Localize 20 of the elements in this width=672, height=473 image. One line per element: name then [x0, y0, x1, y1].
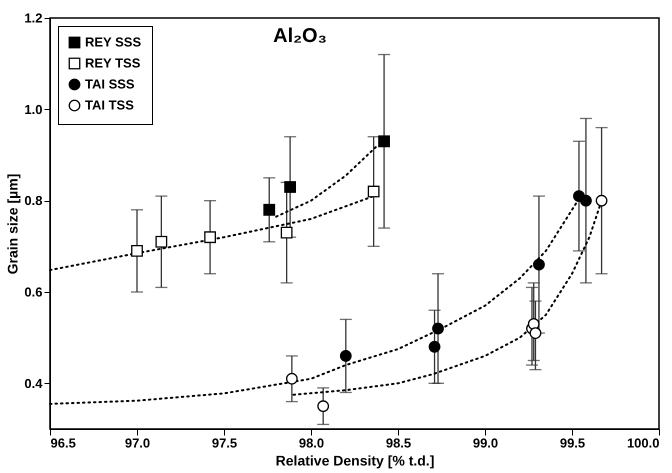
y-tick-label: 0.6	[24, 284, 42, 300]
legend-label: TAI SSS	[85, 76, 135, 92]
x-tick-label: 97.5	[212, 436, 238, 450]
y-tick-label: 1.0	[24, 102, 42, 117]
x-tick-label: 96.5	[50, 436, 76, 450]
legend-label: REY SSS	[85, 34, 142, 50]
annotation: Al₂O₃	[273, 25, 327, 47]
x-tick-label: 99.0	[472, 436, 498, 450]
y-tick-label: 0.4	[24, 376, 44, 391]
legend-label: REY TSS	[85, 56, 141, 70]
y-axis-title: Grain size [µm]	[4, 174, 20, 274]
x-tick-label: 100.0	[626, 436, 660, 450]
legend-label: TAI TSS	[85, 98, 134, 112]
x-axis-title: Relative Density [% t.d.]	[276, 452, 434, 468]
x-tick-label: 98.5	[386, 436, 412, 450]
x-tick-label: 99.5	[560, 436, 586, 450]
x-tick-label: 97.0	[124, 436, 150, 450]
x-tick-label: 98.0	[298, 436, 324, 450]
y-tick-label: 0.8	[24, 193, 42, 208]
y-tick-label: 1.2	[24, 10, 42, 26]
